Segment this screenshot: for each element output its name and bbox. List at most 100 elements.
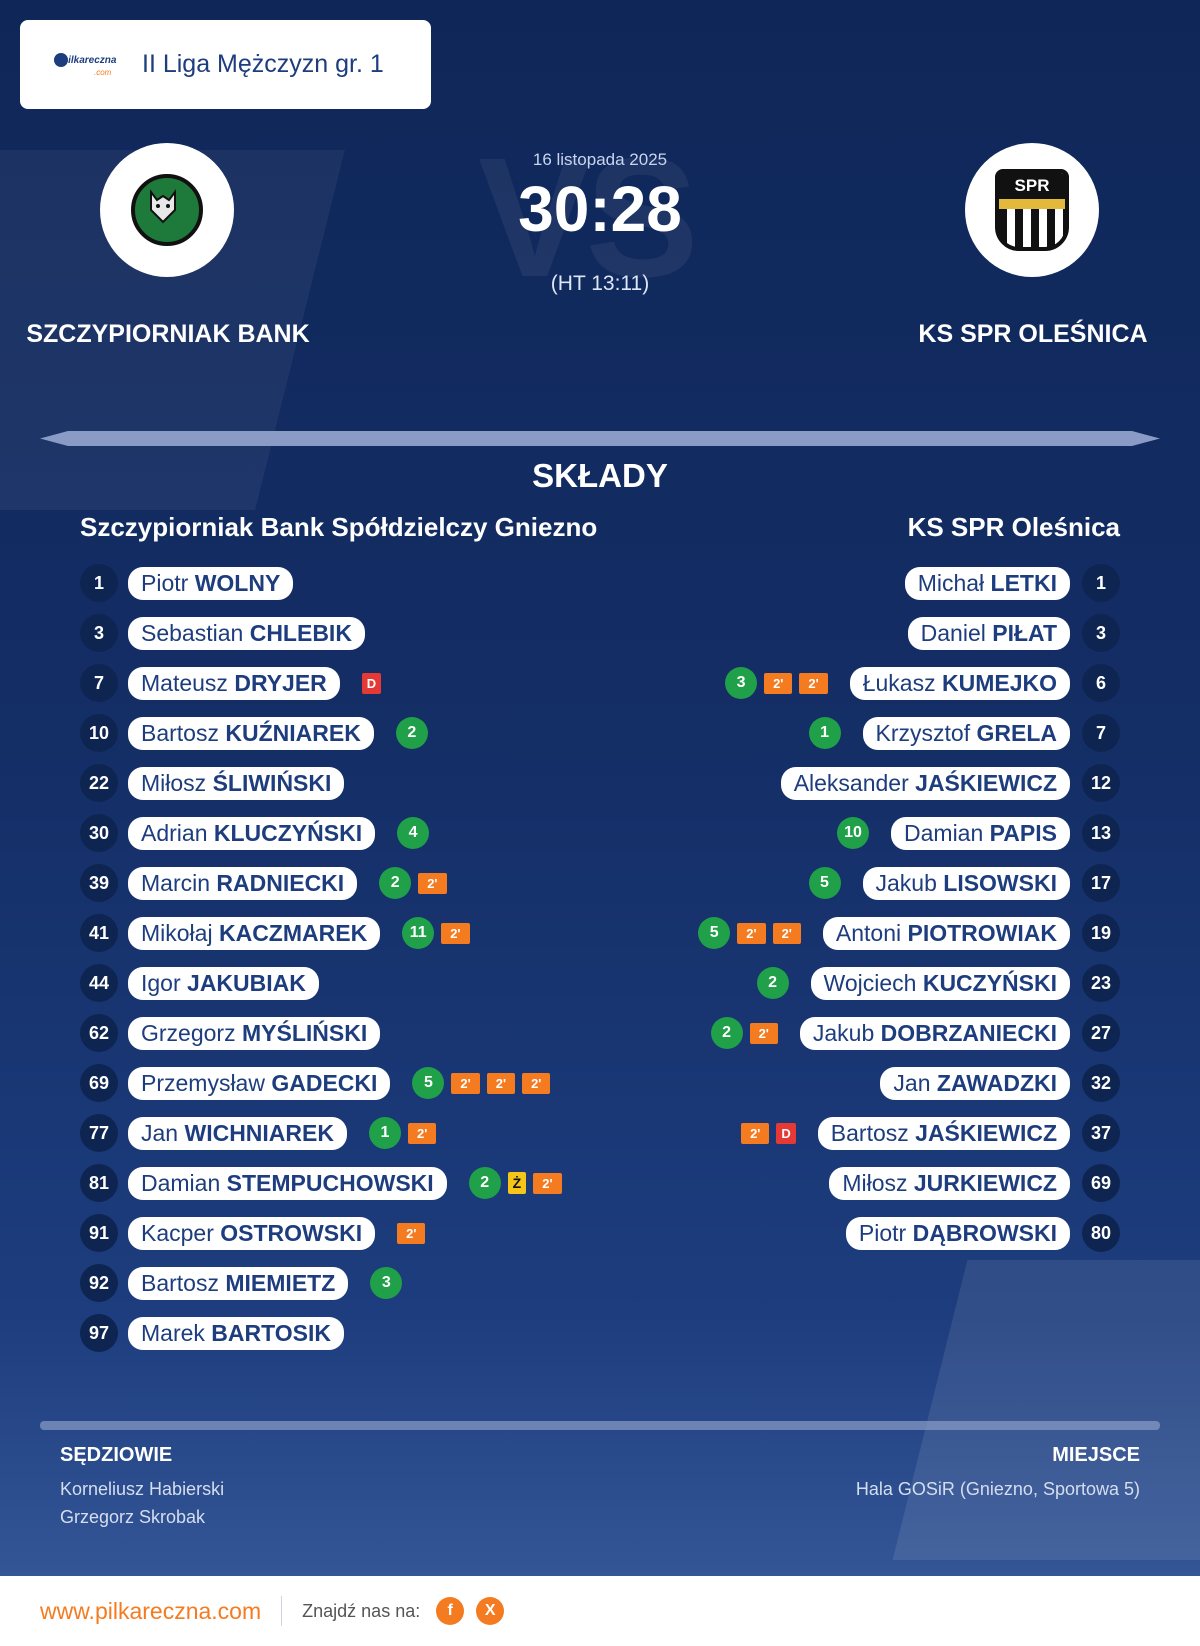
referee-name: Korneliusz Habierski	[60, 1479, 225, 1499]
player-number: 39	[80, 864, 118, 902]
player-number: 80	[1082, 1214, 1120, 1252]
venue-title: MIEJSCE	[1052, 1444, 1140, 1466]
player-row: 77 Jan WICHNIAREK 1 2'	[80, 1108, 562, 1158]
player-last-name: CHLEBIK	[249, 619, 352, 646]
goals-badge: 10	[837, 817, 870, 849]
player-number: 3	[80, 614, 118, 652]
away-team-name: KS SPR OLEŚNICA	[918, 320, 1148, 348]
player-number: 6	[1082, 664, 1120, 702]
player-number: 13	[1082, 814, 1120, 852]
player-row: 7 Krzysztof GRELA 1	[698, 708, 1120, 758]
player-last-name: JURKIEWICZ	[913, 1169, 1057, 1196]
player-first-name: Mikołaj	[141, 919, 213, 946]
player-first-name: Michał	[917, 569, 985, 596]
match-date: 16 listopada 2025	[532, 150, 668, 169]
site-link[interactable]: www.pilkareczna.com	[40, 1597, 262, 1624]
player-number: 30	[80, 814, 118, 852]
player-number: 92	[80, 1264, 118, 1302]
player-events: 3	[370, 1267, 403, 1299]
player-last-name: KUŹNIAREK	[225, 719, 361, 746]
player-row: 37 Bartosz JAŚKIEWICZ 2' D	[698, 1108, 1120, 1158]
player-row: 80 Piotr DĄBROWSKI	[698, 1208, 1120, 1258]
player-events: 3 2' 2'	[725, 667, 828, 699]
player-first-name: Adrian	[141, 819, 208, 846]
goals-badge: 5	[808, 867, 841, 899]
player-name: Damian STEMPUCHOWSKI	[128, 1166, 447, 1200]
player-last-name: KUCZYŃSKI	[922, 969, 1057, 996]
suspension-badge: 2'	[522, 1072, 551, 1094]
player-first-name: Miłosz	[141, 769, 207, 796]
player-name: Grzegorz MYŚLIŃSKI	[128, 1016, 381, 1050]
player-name: Marek BARTOSIK	[128, 1316, 344, 1350]
player-first-name: Piotr	[141, 569, 189, 596]
goals-badge: 2	[710, 1017, 743, 1049]
player-last-name: GADECKI	[271, 1069, 378, 1096]
player-last-name: WOLNY	[194, 569, 281, 596]
player-events: 2' D	[741, 1122, 796, 1144]
player-events: 2 2'	[710, 1017, 778, 1049]
player-name: Przemysław GADECKI	[128, 1066, 391, 1100]
player-first-name: Damian	[904, 819, 984, 846]
player-first-name: Przemysław	[141, 1069, 265, 1096]
player-row: 13 Damian PAPIS 10	[698, 808, 1120, 858]
player-events: 4	[397, 817, 430, 849]
player-first-name: Grzegorz	[141, 1019, 236, 1046]
player-first-name: Jan	[893, 1069, 931, 1096]
player-number: 7	[1082, 714, 1120, 752]
player-events: D	[361, 672, 382, 694]
player-last-name: JAŚKIEWICZ	[915, 1119, 1057, 1146]
suspension-badge: 2'	[764, 672, 793, 694]
player-first-name: Mateusz	[141, 669, 228, 696]
player-first-name: Aleksander	[793, 769, 909, 796]
facebook-icon[interactable]: f	[436, 1597, 465, 1625]
player-row: 22 Miłosz ŚLIWIŃSKI	[80, 758, 562, 808]
player-row: 17 Jakub LISOWSKI 5	[698, 858, 1120, 908]
player-first-name: Jakub	[875, 869, 937, 896]
player-events: 10	[837, 817, 870, 849]
player-name: Bartosz MIEMIETZ	[128, 1266, 349, 1300]
player-last-name: DRYJER	[234, 669, 327, 696]
player-name: Miłosz ŚLIWIŃSKI	[128, 766, 345, 800]
player-row: 41 Mikołaj KACZMAREK 11 2'	[80, 908, 562, 958]
footer-divider	[281, 1596, 283, 1626]
suspension-badge: 2'	[397, 1222, 426, 1244]
player-last-name: DOBRZANIECKI	[880, 1019, 1057, 1046]
player-first-name: Krzysztof	[875, 719, 971, 746]
player-first-name: Igor	[141, 969, 181, 996]
home-team-name: SZCZYPIORNIAK BANK	[26, 320, 310, 348]
player-name: Miłosz JURKIEWICZ	[829, 1166, 1070, 1200]
player-row: 30 Adrian KLUCZYŃSKI 4	[80, 808, 562, 858]
referees: SĘDZIOWIE Korneliusz Habierski Grzegorz …	[60, 1444, 224, 1531]
player-first-name: Piotr	[858, 1219, 907, 1246]
referee-name: Grzegorz Skrobak	[60, 1507, 206, 1527]
goals-badge: 1	[368, 1117, 401, 1149]
x-icon[interactable]: X	[476, 1597, 505, 1625]
player-name: Michał LETKI	[904, 566, 1070, 600]
player-row: 97 Marek BARTOSIK	[80, 1308, 562, 1358]
player-first-name: Jakub	[812, 1019, 875, 1046]
player-number: 69	[1082, 1164, 1120, 1202]
player-row: 12 Aleksander JAŚKIEWICZ	[698, 758, 1120, 808]
player-row: 7 Mateusz DRYJER D	[80, 658, 562, 708]
player-last-name: KLUCZYŃSKI	[213, 819, 363, 846]
player-last-name: KUMEJKO	[941, 669, 1057, 696]
player-last-name: PIŁAT	[992, 619, 1057, 646]
suspension-badge: 2'	[533, 1172, 562, 1194]
footer: www.pilkareczna.com Znajdź nas na: f X	[0, 1576, 1200, 1646]
player-first-name: Bartosz	[141, 1269, 219, 1296]
player-last-name: DĄBROWSKI	[912, 1219, 1057, 1246]
player-number: 27	[1082, 1014, 1120, 1052]
player-last-name: MYŚLIŃSKI	[241, 1019, 368, 1046]
player-name: Jakub DOBRZANIECKI	[799, 1016, 1070, 1050]
player-events: 5 2' 2' 2'	[412, 1067, 551, 1099]
player-name: Sebastian CHLEBIK	[128, 616, 365, 650]
goals-badge: 2	[379, 867, 412, 899]
player-number: 22	[80, 764, 118, 802]
player-last-name: JAKUBIAK	[187, 969, 306, 996]
player-number: 91	[80, 1214, 118, 1252]
player-last-name: JAŚKIEWICZ	[915, 769, 1057, 796]
league-header: pilkareczna .com II Liga Mężczyzn gr. 1	[20, 20, 431, 109]
player-last-name: KACZMAREK	[218, 919, 368, 946]
goals-badge: 5	[412, 1067, 445, 1099]
player-events: 2	[756, 967, 789, 999]
